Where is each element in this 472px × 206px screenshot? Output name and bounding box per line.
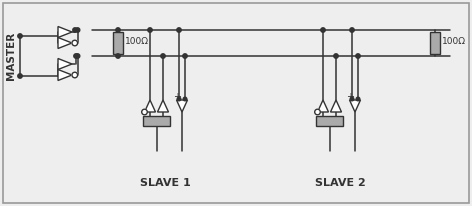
Text: 100Ω: 100Ω: [442, 36, 466, 46]
Text: +: +: [346, 92, 354, 102]
FancyBboxPatch shape: [430, 32, 440, 54]
Text: +: +: [173, 92, 181, 102]
Polygon shape: [330, 100, 342, 112]
Text: MASTER: MASTER: [6, 32, 16, 80]
FancyBboxPatch shape: [143, 116, 170, 126]
FancyBboxPatch shape: [316, 116, 343, 126]
Circle shape: [161, 54, 165, 58]
Polygon shape: [58, 37, 72, 48]
Circle shape: [183, 97, 187, 101]
Circle shape: [356, 97, 360, 101]
Circle shape: [334, 54, 338, 58]
FancyBboxPatch shape: [3, 3, 469, 203]
Polygon shape: [318, 100, 329, 112]
Polygon shape: [349, 100, 361, 112]
Polygon shape: [158, 100, 169, 112]
Circle shape: [177, 28, 181, 32]
Circle shape: [76, 54, 80, 58]
Circle shape: [183, 54, 187, 58]
Polygon shape: [177, 100, 187, 112]
Circle shape: [18, 34, 22, 38]
Circle shape: [72, 40, 77, 46]
Circle shape: [76, 28, 80, 32]
Circle shape: [116, 54, 120, 58]
Circle shape: [72, 72, 77, 78]
Circle shape: [177, 97, 181, 101]
Circle shape: [356, 54, 360, 58]
FancyBboxPatch shape: [113, 32, 123, 54]
Circle shape: [74, 54, 78, 58]
Polygon shape: [58, 27, 72, 37]
Circle shape: [350, 28, 354, 32]
Circle shape: [116, 28, 120, 32]
Polygon shape: [58, 69, 72, 81]
Circle shape: [350, 97, 354, 101]
Circle shape: [142, 109, 147, 115]
Circle shape: [73, 28, 77, 32]
Polygon shape: [144, 100, 155, 112]
Text: 100Ω: 100Ω: [125, 36, 149, 46]
Circle shape: [148, 28, 152, 32]
Text: SLAVE 2: SLAVE 2: [315, 178, 365, 188]
Text: SLAVE 1: SLAVE 1: [140, 178, 190, 188]
Circle shape: [315, 109, 320, 115]
Circle shape: [18, 74, 22, 78]
Circle shape: [321, 28, 325, 32]
Polygon shape: [58, 59, 72, 69]
